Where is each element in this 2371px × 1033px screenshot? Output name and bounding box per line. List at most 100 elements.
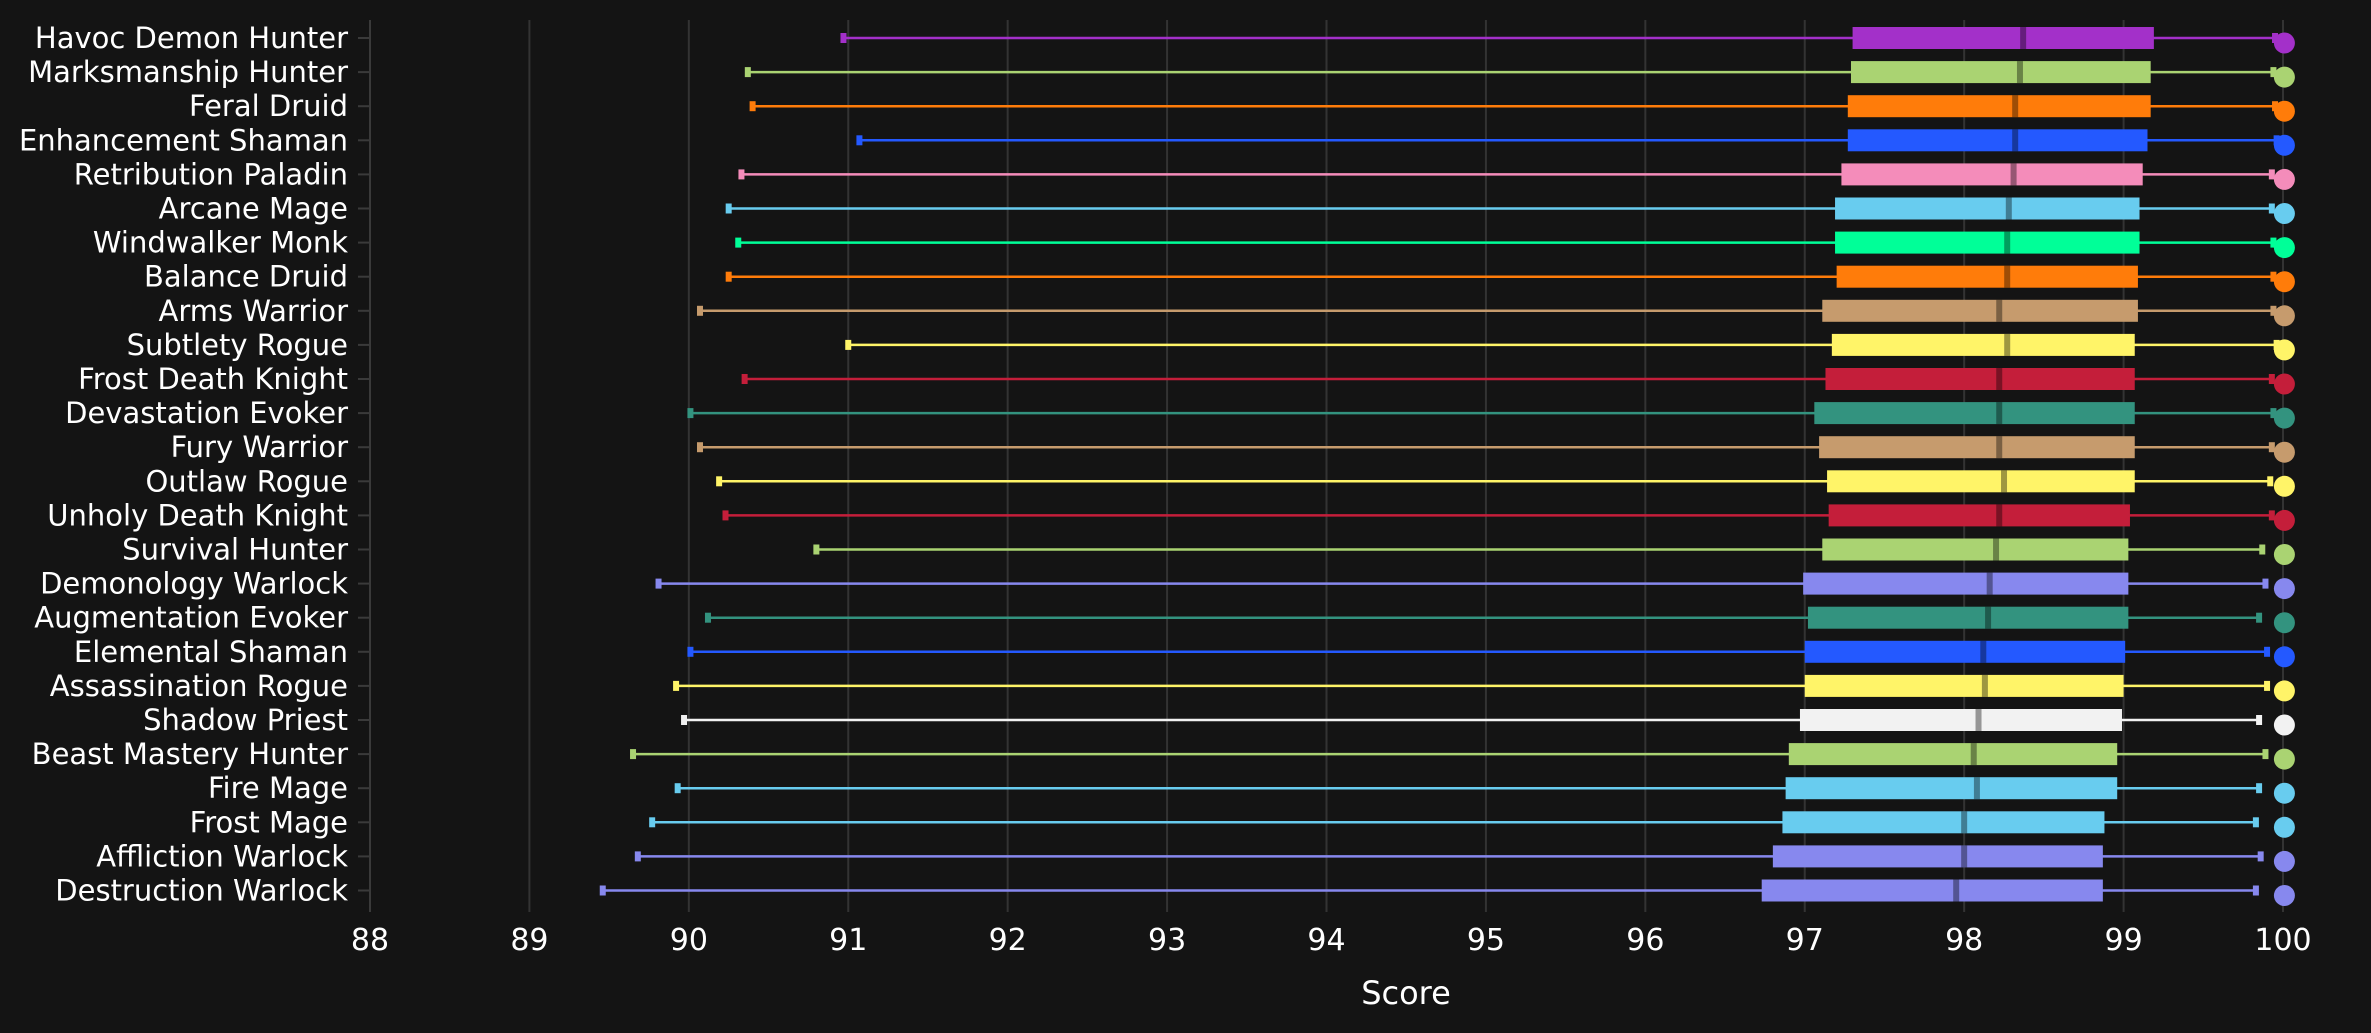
iqr-box: [1782, 811, 2105, 834]
category-label: Frost Death Knight: [78, 362, 348, 396]
x-tick-label: 92: [989, 923, 1027, 958]
whisker-min-cap: [813, 544, 820, 555]
whisker-min-cap: [716, 476, 723, 487]
median-line: [2016, 61, 2023, 84]
whisker-max-cap: [2264, 646, 2271, 657]
whisker-min-cap: [634, 851, 641, 862]
median-line: [2001, 470, 2008, 493]
box-series: [599, 27, 2295, 906]
iqr-box: [1827, 470, 2135, 493]
whisker-max-cap: [2270, 237, 2277, 248]
iqr-box: [1852, 27, 2154, 49]
category-label: Outlaw Rogue: [145, 464, 348, 498]
category-label: Subtlety Rogue: [127, 328, 348, 362]
box-row: [813, 538, 2295, 565]
whisker-min-cap: [735, 237, 742, 248]
whisker-min-cap: [704, 612, 711, 623]
median-line: [1996, 368, 2003, 390]
category-label: Balance Druid: [144, 260, 348, 294]
category-label: Enhancement Shaman: [19, 123, 348, 157]
category-label: Affliction Warlock: [96, 839, 348, 873]
top-score-dot: [2273, 782, 2295, 804]
top-score-dot: [2273, 475, 2295, 497]
whisker-min-cap: [722, 510, 729, 521]
median-line: [2012, 95, 2019, 118]
whisker-min-cap: [741, 374, 748, 384]
median-line: [1973, 777, 1980, 800]
whisker-max-cap: [2268, 510, 2275, 521]
iqr-box: [1788, 743, 2118, 766]
x-tick-label: 88: [351, 923, 389, 958]
box-row: [630, 743, 2295, 770]
whisker-min-cap: [725, 203, 732, 214]
box-row: [856, 129, 2295, 156]
whisker-max-cap: [2256, 612, 2263, 623]
whisker-min-cap: [649, 817, 656, 828]
top-score-dot: [2273, 816, 2295, 838]
whisker-max-cap: [2272, 33, 2279, 43]
median-line: [2012, 129, 2019, 152]
top-score-dot: [2273, 885, 2295, 906]
box-row: [681, 709, 2295, 736]
whisker-min-cap: [630, 749, 637, 760]
box-row: [744, 61, 2295, 88]
iqr-box: [1804, 640, 2126, 663]
iqr-box: [1841, 163, 2143, 186]
whisker-max-cap: [2262, 578, 2269, 589]
whisker-min-cap: [687, 646, 694, 657]
whisker-min-cap: [687, 408, 694, 419]
whisker-max-cap: [2268, 203, 2275, 214]
category-label: Assassination Rogue: [50, 669, 348, 703]
top-score-dot: [2273, 646, 2295, 668]
category-label: Beast Mastery Hunter: [32, 737, 348, 771]
iqr-box: [1804, 674, 2124, 697]
whisker-min-cap: [674, 783, 681, 794]
median-line: [1985, 606, 1992, 629]
category-label: Elemental Shaman: [74, 635, 348, 669]
box-row: [738, 163, 2295, 190]
whisker-max-cap: [2257, 851, 2264, 862]
whisker-min-cap: [696, 442, 703, 453]
x-tick-label: 90: [670, 923, 708, 958]
whisker-max-cap: [2252, 885, 2259, 896]
top-score-dot: [2273, 714, 2295, 736]
iqr-box: [1819, 436, 2135, 459]
box-row: [696, 299, 2295, 327]
x-tick-label: 95: [1467, 923, 1505, 958]
iqr-box: [1807, 606, 2129, 629]
median-line: [1996, 299, 2003, 322]
top-score-dot: [2273, 544, 2295, 565]
box-row: [749, 95, 2295, 122]
category-label: Frost Mage: [190, 805, 348, 839]
whisker-max-cap: [2259, 544, 2266, 555]
iqr-box: [1803, 572, 2129, 595]
box-row: [735, 231, 2295, 259]
whisker-min-cap: [681, 715, 688, 725]
whisker-max-cap: [2270, 67, 2277, 78]
box-row: [599, 879, 2295, 906]
iqr-box: [1831, 333, 2135, 356]
whisker-min-cap: [749, 101, 756, 112]
box-row: [687, 402, 2295, 429]
median-line: [1996, 504, 2003, 527]
iqr-box: [1822, 538, 2129, 561]
median-line: [1981, 674, 1988, 697]
y-axis: [358, 20, 371, 912]
category-label: Marksmanship Hunter: [28, 55, 348, 89]
whisker-max-cap: [2270, 305, 2277, 316]
top-score-dot: [2273, 680, 2295, 702]
iqr-box: [1828, 504, 2130, 527]
whisker-min-cap: [738, 169, 745, 180]
median-line: [1996, 436, 2003, 459]
x-tick-label: 100: [2254, 923, 2311, 958]
whisker-min-cap: [840, 33, 847, 43]
median-line: [1996, 402, 2003, 425]
median-line: [1993, 538, 2000, 561]
box-row: [673, 674, 2295, 702]
top-score-dot: [2273, 441, 2295, 463]
box-row: [725, 197, 2295, 224]
iqr-box: [1825, 368, 2135, 390]
category-label: Fury Warrior: [171, 430, 349, 464]
iqr-box: [1847, 129, 2148, 152]
